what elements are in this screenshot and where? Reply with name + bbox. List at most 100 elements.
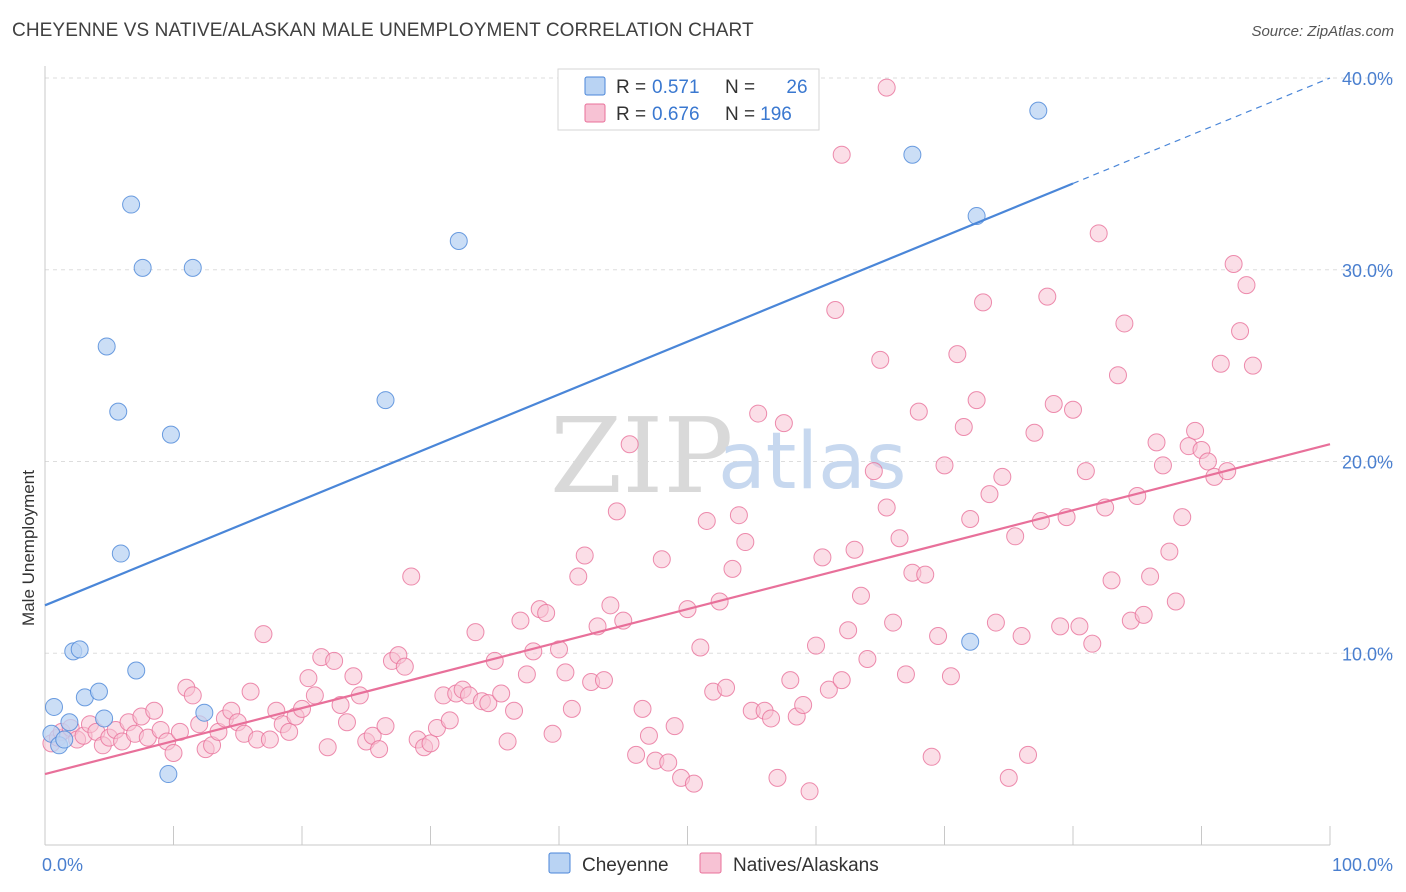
- points-layer: [42, 78, 1262, 801]
- natives-point: [652, 550, 671, 569]
- natives-point: [916, 565, 935, 584]
- y-axis-title: Male Unemployment: [19, 470, 38, 626]
- natives-point: [890, 529, 909, 548]
- natives-point: [331, 696, 350, 715]
- cheyenne-point: [159, 765, 178, 784]
- watermark-atlas: atlas: [718, 417, 907, 507]
- bottom-legend-swatch-natives: [699, 852, 722, 874]
- natives-point: [620, 435, 639, 454]
- natives-point: [479, 694, 498, 713]
- natives-point: [466, 623, 485, 642]
- cheyenne-point: [903, 145, 922, 164]
- natives-point: [1237, 276, 1256, 295]
- natives-point: [941, 667, 960, 686]
- natives-point: [1243, 356, 1262, 375]
- legend-box: R = 0.571 N = 26 R = 0.676 N = 196: [557, 68, 820, 131]
- natives-point: [762, 709, 781, 728]
- legend-n-value-1: 26: [786, 77, 807, 98]
- natives-point: [639, 726, 658, 745]
- natives-point: [839, 621, 858, 640]
- natives-point: [858, 650, 877, 669]
- natives-point: [954, 417, 973, 436]
- natives-point: [1141, 567, 1160, 586]
- natives-point: [305, 686, 324, 705]
- natives-point: [1051, 617, 1070, 636]
- natives-point: [627, 745, 646, 764]
- natives-point: [781, 671, 800, 690]
- natives-point: [601, 596, 620, 615]
- natives-point: [344, 667, 363, 686]
- natives-point: [1064, 400, 1082, 419]
- source-label: Source: ZipAtlas.com: [1251, 23, 1394, 40]
- natives-point: [594, 671, 613, 690]
- natives-point: [929, 626, 948, 645]
- natives-point: [260, 730, 279, 749]
- natives-point: [1044, 394, 1063, 413]
- natives-point: [550, 640, 568, 659]
- natives-point: [665, 717, 684, 736]
- natives-point: [370, 740, 389, 759]
- chart-title: CHEYENNE VS NATIVE/ALASKAN MALE UNEMPLOY…: [12, 20, 754, 41]
- cheyenne-trend-extension: [1072, 77, 1331, 185]
- natives-point: [1160, 542, 1179, 561]
- natives-point: [967, 391, 986, 410]
- natives-point: [376, 717, 395, 736]
- trend-layer: [44, 77, 1331, 776]
- natives-point: [254, 625, 273, 644]
- axis-layer: 10.0% 20.0% 30.0% 40.0% 0.0% 100.0%: [42, 66, 1393, 875]
- natives-point: [909, 402, 928, 421]
- cheyenne-point: [183, 258, 202, 277]
- cheyenne-point: [961, 632, 980, 651]
- natives-point: [697, 511, 716, 530]
- natives-point: [1070, 617, 1089, 636]
- natives-point: [1198, 452, 1217, 471]
- natives-point: [543, 724, 562, 743]
- cheyenne-point: [195, 703, 214, 722]
- x-tick-label: 100.0%: [1332, 855, 1393, 875]
- natives-trend-line: [44, 443, 1331, 776]
- natives-point: [1012, 626, 1031, 645]
- cheyenne-trend-line: [44, 182, 1074, 607]
- y-tick-label: 40.0%: [1342, 69, 1393, 89]
- natives-point: [1231, 322, 1250, 341]
- cheyenne-point: [133, 258, 152, 277]
- natives-point: [832, 671, 851, 690]
- y-tick-label: 30.0%: [1342, 261, 1393, 281]
- cheyenne-point: [161, 425, 180, 444]
- bottom-legend-label-cheyenne: Cheyenne: [582, 855, 669, 876]
- natives-point: [864, 462, 883, 481]
- cheyenne-point: [109, 402, 128, 421]
- natives-point: [807, 636, 825, 655]
- cheyenne-point: [97, 337, 116, 356]
- cheyenne-point: [44, 697, 63, 716]
- natives-point: [325, 651, 344, 670]
- natives-point: [1076, 462, 1095, 481]
- cheyenne-point: [60, 713, 79, 732]
- natives-point: [1186, 421, 1205, 440]
- natives-point: [1006, 527, 1025, 546]
- legend-n-label-2: N =: [725, 104, 755, 125]
- natives-point: [736, 533, 755, 552]
- natives-point: [723, 559, 742, 578]
- natives-point: [1102, 571, 1121, 590]
- natives-point: [575, 546, 594, 565]
- cheyenne-point: [95, 709, 114, 728]
- natives-point: [1147, 433, 1166, 452]
- natives-point: [1224, 254, 1243, 273]
- natives-point: [395, 657, 414, 676]
- natives-point: [337, 713, 356, 732]
- natives-point: [774, 414, 793, 433]
- natives-point: [241, 682, 260, 701]
- natives-point: [556, 663, 575, 682]
- natives-point: [562, 699, 581, 718]
- natives-point: [845, 540, 864, 559]
- bottom-legend-swatch-cheyenne: [548, 852, 571, 874]
- watermark-zip: ZIP: [550, 395, 733, 517]
- natives-point: [1173, 508, 1192, 527]
- natives-point: [993, 467, 1012, 486]
- natives-point: [145, 701, 164, 720]
- natives-point: [877, 78, 896, 97]
- natives-point: [280, 722, 299, 741]
- natives-point: [402, 567, 421, 586]
